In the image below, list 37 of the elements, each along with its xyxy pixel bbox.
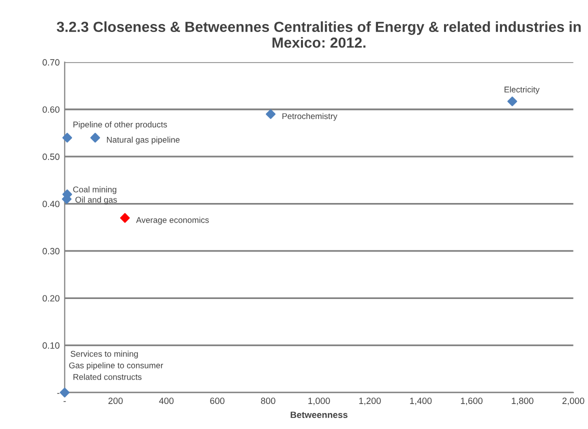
point bbox=[62, 132, 72, 143]
x-tick-label: 2,000 bbox=[562, 398, 584, 406]
x-tick-label: 1,600 bbox=[460, 398, 483, 406]
point bbox=[507, 96, 518, 106]
x-tick-label: 1,400 bbox=[410, 398, 432, 406]
x-tick-label: 600 bbox=[210, 398, 224, 404]
point bbox=[266, 109, 276, 119]
x-axis-title: Betweenness bbox=[290, 412, 348, 418]
y-tick-label: 0.20 bbox=[42, 295, 60, 302]
annotation: Gas pipeline to consumer bbox=[69, 362, 164, 370]
point bbox=[90, 132, 100, 143]
x-tick-label: 1,800 bbox=[512, 398, 534, 406]
x-tick-label: 400 bbox=[159, 398, 174, 404]
y-tick-label: 0.30 bbox=[42, 248, 60, 254]
annotation: Services to mining bbox=[70, 350, 138, 358]
annotation: Average economics bbox=[136, 216, 209, 225]
x-tick-label: 800 bbox=[260, 398, 276, 404]
x-tick-label: 1,000 bbox=[308, 398, 330, 406]
point bbox=[60, 388, 70, 398]
y-tick-label: - bbox=[57, 393, 60, 394]
y-tick-label: 0.40 bbox=[42, 200, 60, 208]
y-tick-label: 0.70 bbox=[42, 59, 60, 66]
annotation: Coal mining bbox=[73, 186, 116, 194]
annotation: Electricity bbox=[504, 86, 540, 94]
y-tick-label: 0.50 bbox=[42, 154, 60, 160]
x-tick-label: 1,200 bbox=[359, 398, 381, 406]
chart-title: 3.2.3 Closeness & Betweennes Centralities of Energy & related industries in Mexico: 2012. bbox=[56, 21, 581, 48]
annotation: Related constructs bbox=[74, 374, 142, 380]
x-tick-label: 200 bbox=[108, 398, 123, 404]
annotation: Petrochemistry bbox=[282, 113, 338, 121]
x-tick-label: - bbox=[64, 401, 66, 402]
point bbox=[120, 213, 130, 223]
annotation: Pipeline of other products bbox=[73, 121, 167, 130]
y-tick-label: 0.10 bbox=[42, 342, 60, 349]
annotation: Natural gas pipeline bbox=[106, 136, 180, 144]
annotation: Oil and gas bbox=[75, 196, 117, 204]
y-tick-label: 0.60 bbox=[42, 106, 60, 113]
